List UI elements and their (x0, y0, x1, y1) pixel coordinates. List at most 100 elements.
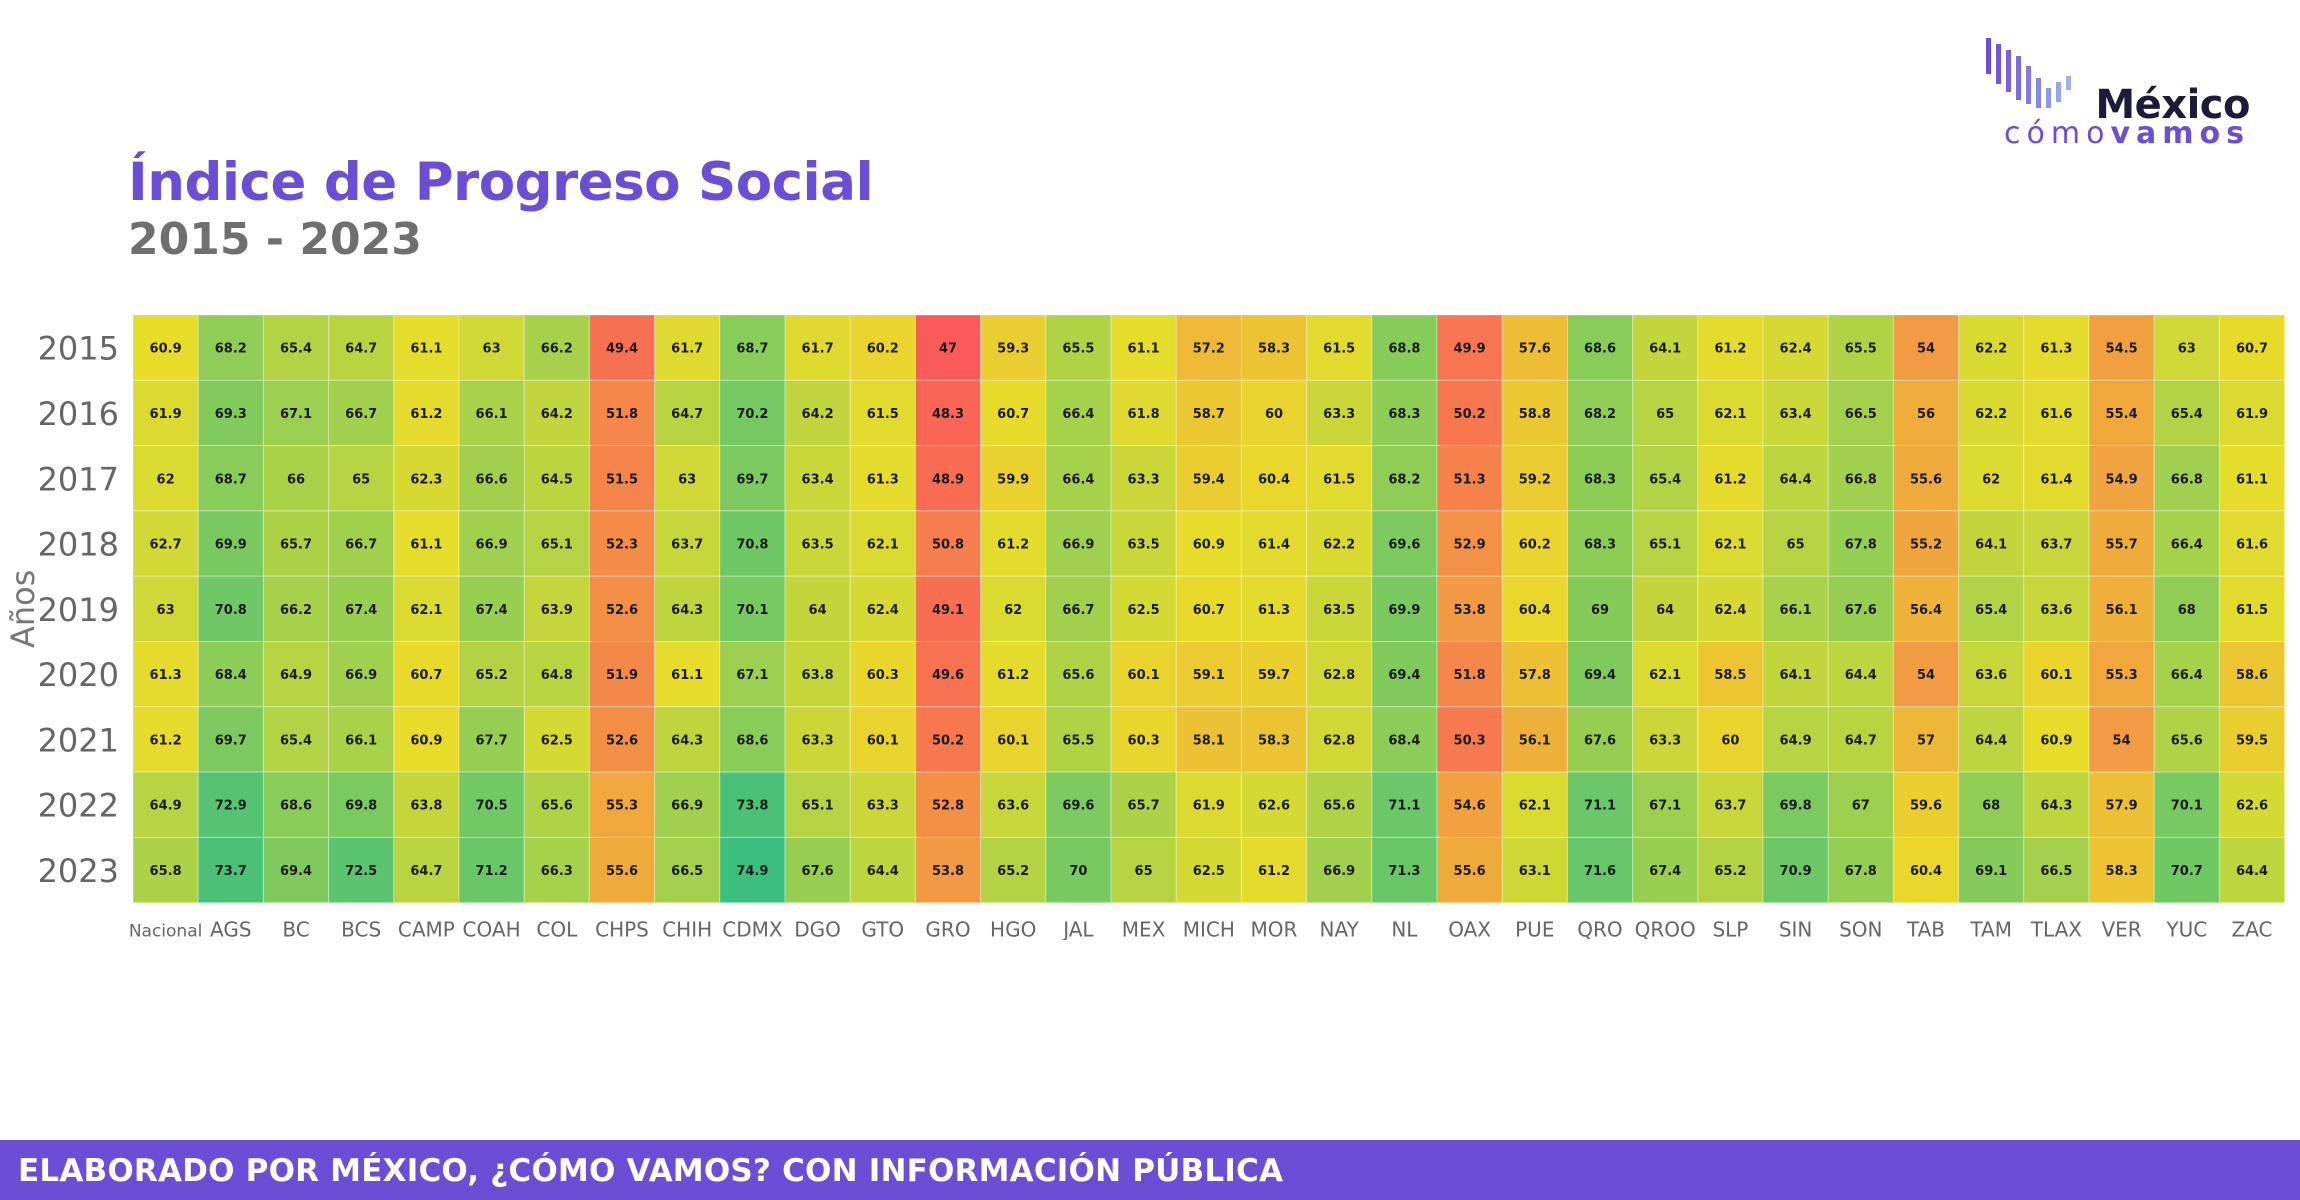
heatmap-cell (262, 641, 330, 708)
heatmap-cell (719, 314, 786, 381)
heatmap-cell-label: 65.4 (280, 733, 312, 748)
heatmap-cell-label: 60 (1265, 407, 1283, 422)
heatmap-cell-label: 67.1 (1649, 799, 1681, 814)
heatmap-cell (654, 641, 721, 708)
x-tick-label: OAX (1448, 918, 1491, 940)
x-tick-label: BCS (341, 918, 381, 940)
heatmap-cell-label: 69.6 (1062, 799, 1094, 814)
heatmap-cell-label: 61.1 (671, 668, 703, 683)
heatmap-cell (1371, 706, 1438, 773)
heatmap-cell-label: 53.8 (1454, 603, 1486, 618)
heatmap-cell-label: 64.4 (1845, 668, 1877, 683)
heatmap-cell-label: 63.6 (997, 799, 1029, 814)
heatmap-cell-label: 69.7 (736, 472, 768, 487)
heatmap-cell (654, 379, 721, 447)
heatmap-cell-label: 61.2 (997, 538, 1029, 553)
heatmap-cell (393, 379, 460, 447)
heatmap-cell-label: 62 (157, 472, 175, 487)
x-tick-label: COL (536, 918, 578, 940)
heatmap-cell (980, 575, 1047, 643)
heatmap-cell (2153, 445, 2220, 512)
heatmap-cell-label: 64.5 (541, 472, 573, 487)
heatmap-cell-label: 68.2 (1388, 472, 1420, 487)
heatmap-cell (1436, 836, 1503, 904)
heatmap-cell (328, 445, 395, 512)
heatmap-cell-label: 66.4 (2171, 538, 2203, 553)
heatmap-cell (849, 575, 916, 643)
heatmap-cell-label: 53.8 (932, 864, 964, 879)
heatmap-cell (1892, 641, 1960, 708)
heatmap-cell-label: 54.6 (1454, 799, 1486, 814)
heatmap-cell (914, 445, 982, 512)
heatmap-cell (328, 706, 395, 773)
heatmap-cell-label: 61.1 (410, 342, 442, 357)
heatmap-cell-label: 65.1 (1649, 538, 1681, 553)
x-tick-label: TAB (1906, 918, 1945, 940)
heatmap-cell-label: 66.9 (1062, 538, 1094, 553)
heatmap-cell-label: 69.9 (1388, 603, 1420, 618)
heatmap-cell-label: 61.2 (1714, 342, 1746, 357)
heatmap-cell (784, 510, 851, 577)
heatmap-cell (1501, 706, 1568, 773)
heatmap-cell-label: 59.4 (1193, 472, 1225, 487)
heatmap-cell (458, 706, 525, 773)
x-tick-label: VER (2101, 918, 2141, 940)
heatmap-cell (1175, 771, 1242, 838)
heatmap-cell (1566, 314, 1634, 381)
heatmap-cell-label: 66.4 (1062, 407, 1094, 422)
heatmap-cell (523, 510, 590, 577)
heatmap-cell-label: 59.1 (1193, 668, 1225, 683)
heatmap-cell (262, 836, 330, 904)
heatmap-cell-label: 66.8 (1845, 472, 1877, 487)
heatmap-cell-label: 60.9 (2040, 733, 2072, 748)
heatmap-cell (2088, 445, 2155, 512)
heatmap-cell-label: 55.6 (606, 864, 638, 879)
heatmap-cell-label: 65.5 (1062, 342, 1094, 357)
heatmap-cell (914, 641, 982, 708)
heatmap-cell-label: 71.2 (476, 864, 508, 879)
heatmap-cell (1110, 706, 1177, 773)
heatmap-cell-label: 52.6 (606, 603, 638, 618)
heatmap-cell (1436, 510, 1503, 577)
heatmap-cell-label: 64.7 (671, 407, 703, 422)
heatmap-cell (1306, 379, 1373, 447)
heatmap-cell-label: 66.7 (1062, 603, 1094, 618)
heatmap-cell-label: 64.3 (2040, 799, 2072, 814)
heatmap-cell (1371, 575, 1438, 643)
heatmap-cell-label: 70.8 (215, 603, 247, 618)
heatmap-cell-label: 60.9 (1193, 538, 1225, 553)
heatmap-cell (1566, 510, 1634, 577)
x-tick-label: COAH (463, 918, 521, 940)
heatmap-cell-label: 70.9 (1780, 864, 1812, 879)
x-tick-label: ZAC (2232, 918, 2273, 940)
heatmap-cell-label: 68.6 (1584, 342, 1616, 357)
heatmap-cell-label: 68.4 (215, 668, 247, 683)
y-tick-label: 2017 (38, 460, 119, 498)
heatmap-cell-label: 65.2 (476, 668, 508, 683)
heatmap-cell-label: 61.1 (1128, 342, 1160, 357)
heatmap-cell-label: 62.8 (1323, 733, 1355, 748)
heatmap-cell-label: 48.9 (932, 472, 964, 487)
heatmap-cell (849, 836, 916, 904)
heatmap-cell (1306, 510, 1373, 577)
heatmap-cell (1306, 314, 1373, 381)
heatmap-cell-label: 60.7 (997, 407, 1029, 422)
heatmap-cell-label: 64 (809, 603, 827, 618)
heatmap-cell (1827, 836, 1894, 904)
heatmap-cell-label: 62.6 (2236, 799, 2268, 814)
heatmap-cell (1958, 445, 2025, 512)
heatmap-cell (262, 314, 330, 381)
y-tick-label: 2019 (38, 591, 119, 629)
heatmap-cell (393, 510, 460, 577)
heatmap-cell-label: 70.7 (2171, 864, 2203, 879)
heatmap-cell-label: 63.3 (1649, 733, 1681, 748)
heatmap-cell-label: 60.2 (1519, 538, 1551, 553)
heatmap-cell-label: 65.6 (541, 799, 573, 814)
heatmap-cell-label: 63.3 (1128, 472, 1160, 487)
heatmap-cell-label: 65 (1787, 538, 1805, 553)
heatmap-cell (914, 836, 982, 904)
heatmap-cell (914, 314, 982, 381)
y-tick-label: 2022 (38, 787, 119, 825)
heatmap-cell (393, 836, 460, 904)
heatmap-cell-label: 61.9 (1193, 799, 1225, 814)
